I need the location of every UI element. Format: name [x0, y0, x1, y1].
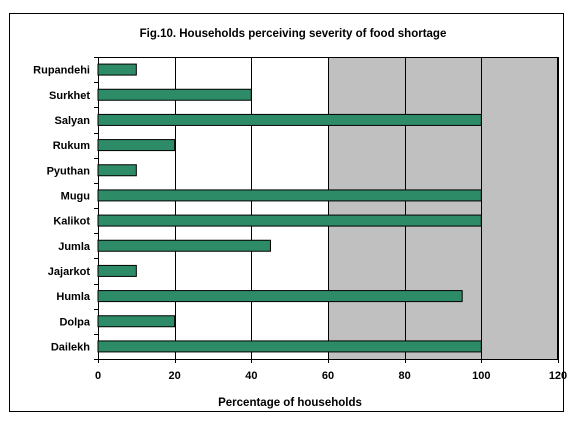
x-tick-label: 60 — [322, 370, 334, 382]
y-tick-labels: Rupandehi Surkhet Salyan Rukum Pyuthan Mugu Ka… — [33, 65, 91, 354]
bars — [97, 63, 482, 353]
plot-shaded-region — [328, 57, 558, 359]
x-tick-label: 0 — [95, 370, 101, 382]
bar-rukum — [97, 139, 176, 152]
bar-humla — [97, 290, 463, 303]
bar-salyan — [97, 113, 482, 126]
x-tick-label: 40 — [245, 370, 257, 382]
x-tick-label: 120 — [549, 370, 567, 382]
bar-surkhet — [97, 88, 252, 101]
y-tick-label: Jajarkot — [48, 266, 91, 278]
y-tick-label: Humla — [56, 291, 91, 303]
bar-pyuthan — [97, 164, 137, 177]
bar-jumla — [97, 239, 271, 252]
y-tick-label: Dailekh — [51, 341, 90, 353]
y-tick-label: Dolpa — [59, 316, 90, 328]
y-tick-label: Salyan — [55, 115, 91, 127]
bar-dailekh — [97, 340, 482, 353]
gridlines — [94, 57, 559, 363]
x-tick-labels: 0 20 40 60 80 100 120 — [95, 370, 567, 382]
y-tick-label: Rupandehi — [33, 65, 90, 77]
y-tick-label: Pyuthan — [47, 165, 91, 177]
x-axis-label: Percentage of households — [218, 397, 362, 409]
x-tick-label: 20 — [169, 370, 181, 382]
y-tick-label: Rukum — [53, 140, 91, 152]
bar-mugu — [97, 189, 482, 202]
bar-kalikot — [97, 214, 482, 227]
bar-dolpa — [97, 315, 176, 328]
bar-jajarkot — [97, 264, 137, 277]
bar-rupandehi — [97, 63, 137, 76]
chart-title: Fig.10. Households perceiving severity o… — [140, 28, 447, 40]
y-tick-label: Mugu — [61, 190, 90, 202]
y-tick-label: Kalikot — [53, 216, 90, 228]
y-tick-label: Jumla — [58, 241, 91, 253]
x-tick-label: 100 — [472, 370, 490, 382]
y-tick-label: Surkhet — [49, 90, 90, 102]
x-tick-label: 80 — [399, 370, 411, 382]
